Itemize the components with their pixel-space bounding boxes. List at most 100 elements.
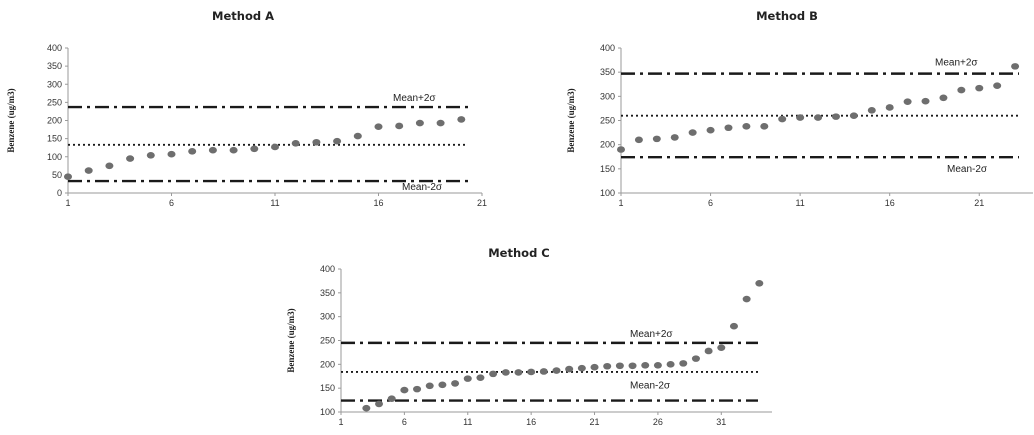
y-tick-label: 0 bbox=[57, 188, 62, 198]
data-point bbox=[208, 146, 217, 154]
chart-title: Method C bbox=[488, 246, 550, 260]
x-tick-label: 21 bbox=[974, 198, 984, 208]
x-tick-label: 31 bbox=[716, 417, 726, 427]
chart-method-c-svg: Method C Benzene (ug/m3) 100 150 200 250 300 35… bbox=[286, 246, 772, 427]
data-point bbox=[603, 362, 612, 370]
data-point bbox=[463, 375, 472, 382]
data-point bbox=[831, 113, 840, 120]
data-point bbox=[885, 104, 894, 111]
data-point bbox=[291, 140, 300, 147]
data-point bbox=[362, 404, 371, 412]
x-tick-label: 11 bbox=[795, 198, 804, 208]
y-tick-label: 150 bbox=[320, 383, 335, 393]
data-point bbox=[552, 367, 561, 374]
x-tick-label: 1 bbox=[338, 417, 343, 427]
data-point bbox=[436, 119, 445, 127]
y-tick-label: 250 bbox=[320, 336, 335, 346]
data-point bbox=[704, 347, 713, 355]
data-point bbox=[939, 94, 948, 102]
data-point bbox=[717, 344, 726, 351]
y-tick-label: 300 bbox=[320, 312, 335, 322]
y-tick-label: 200 bbox=[320, 359, 335, 369]
data-point bbox=[724, 124, 733, 132]
data-point bbox=[670, 134, 679, 141]
data-point bbox=[617, 146, 625, 153]
data-point bbox=[691, 355, 700, 362]
data-point bbox=[400, 386, 409, 394]
y-tick-label: 150 bbox=[47, 134, 62, 144]
data-point bbox=[457, 116, 466, 123]
data-point bbox=[375, 400, 384, 408]
data-point bbox=[849, 112, 858, 119]
y-tick-label: 350 bbox=[600, 67, 615, 77]
data-point bbox=[395, 122, 404, 130]
data-point bbox=[229, 146, 238, 154]
y-tick-label: 200 bbox=[600, 140, 615, 150]
data-point bbox=[413, 385, 422, 393]
y-tick-label: 100 bbox=[600, 188, 615, 198]
data-point bbox=[742, 123, 751, 130]
data-point bbox=[167, 150, 176, 158]
upper-limit-label: Mean+2σ bbox=[393, 93, 436, 104]
data-point bbox=[438, 381, 447, 389]
upper-limit-label: Mean+2σ bbox=[630, 329, 673, 340]
x-tick-label: 16 bbox=[526, 417, 536, 427]
y-tick-label: 400 bbox=[600, 43, 615, 53]
chart-method-c: Method C Benzene (ug/m3) 100 150 200 250 300 35… bbox=[260, 222, 800, 435]
chart-method-a-svg: Method A Benzene (ug/m3) 0 50 100 150 200 250 30… bbox=[6, 9, 487, 208]
data-point bbox=[565, 365, 574, 373]
data-point bbox=[312, 138, 321, 146]
upper-limit-label: Mean+2σ bbox=[935, 58, 978, 69]
data-point bbox=[577, 364, 586, 372]
y-tick-label: 300 bbox=[600, 91, 615, 101]
data-point bbox=[634, 136, 643, 144]
data-point bbox=[64, 173, 72, 180]
lower-limit-label: Mean-2σ bbox=[630, 381, 671, 392]
data-point bbox=[957, 86, 966, 94]
y-tick-label: 100 bbox=[47, 152, 62, 162]
data-point bbox=[527, 368, 536, 376]
data-point bbox=[514, 369, 523, 376]
chart-title: Method A bbox=[212, 9, 274, 23]
data-point bbox=[814, 114, 823, 121]
y-tick-label: 400 bbox=[47, 43, 62, 53]
x-tick-label: 6 bbox=[708, 198, 713, 208]
chart-title: Method B bbox=[756, 9, 818, 23]
data-point bbox=[653, 361, 662, 369]
data-point bbox=[628, 362, 637, 370]
chart-method-a: Method A Benzene (ug/m3) 0 50 100 150 200 250 30… bbox=[0, 0, 520, 215]
data-point bbox=[188, 148, 197, 155]
y-tick-label: 250 bbox=[600, 116, 615, 126]
data-point bbox=[778, 115, 787, 123]
data-point bbox=[84, 167, 93, 174]
data-point bbox=[760, 123, 769, 130]
data-point bbox=[374, 123, 383, 130]
y-tick-label: 50 bbox=[52, 170, 62, 180]
y-tick-label: 300 bbox=[47, 79, 62, 89]
data-point bbox=[425, 382, 434, 390]
y-tick-label: 100 bbox=[320, 407, 335, 417]
data-point bbox=[652, 135, 661, 143]
y-axis-label: Benzene (ug/m3) bbox=[286, 308, 296, 372]
x-tick-label: 1 bbox=[618, 198, 623, 208]
data-point bbox=[679, 360, 688, 367]
data-point bbox=[975, 84, 984, 92]
data-point bbox=[126, 155, 135, 162]
x-tick-label: 21 bbox=[590, 417, 600, 427]
x-tick-label: 16 bbox=[373, 198, 383, 208]
y-axis-label: Benzene (ug/m3) bbox=[6, 88, 16, 152]
lower-limit-label: Mean-2σ bbox=[402, 182, 443, 193]
y-tick-label: 200 bbox=[47, 116, 62, 126]
data-point bbox=[796, 114, 805, 121]
data-point bbox=[903, 98, 912, 105]
data-point bbox=[271, 143, 279, 151]
data-point bbox=[146, 152, 155, 159]
data-point bbox=[666, 361, 675, 368]
data-point bbox=[921, 97, 930, 105]
y-tick-label: 400 bbox=[320, 264, 335, 274]
data-point bbox=[993, 82, 1002, 89]
data-point bbox=[590, 363, 599, 371]
data-point bbox=[688, 129, 697, 136]
data-point bbox=[333, 137, 342, 145]
x-tick-label: 16 bbox=[885, 198, 895, 208]
